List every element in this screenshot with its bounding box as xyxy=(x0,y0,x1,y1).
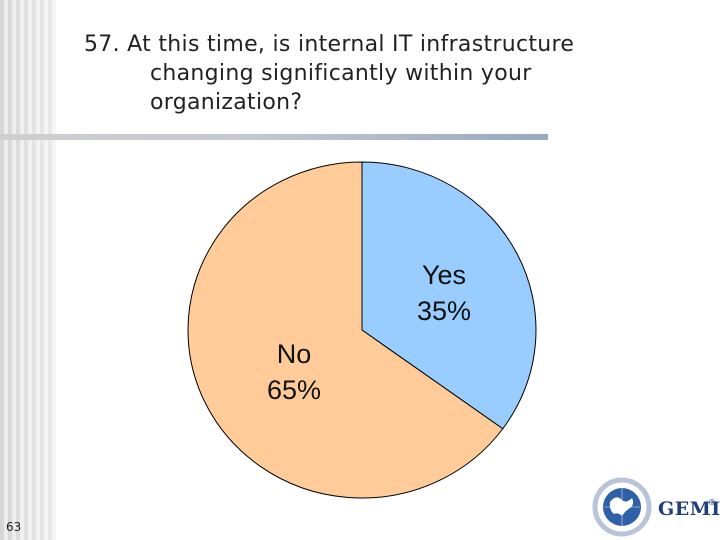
title-line-2: changing significantly within your xyxy=(150,61,532,86)
gemi-logo: GEMI ® xyxy=(588,474,720,540)
decorative-stripe-band xyxy=(0,0,56,540)
pie-slice-no xyxy=(187,161,504,499)
title-divider xyxy=(0,134,548,140)
slice-label-yes-percent: 35% xyxy=(417,296,471,326)
logo-text: GEMI xyxy=(658,498,720,520)
globe-icon xyxy=(592,477,652,537)
pie-slice-yes xyxy=(361,161,537,430)
slice-label-no-percent: 65% xyxy=(267,375,321,405)
registered-mark: ® xyxy=(708,498,716,507)
slide-title: 57. At this time, is internal IT infrast… xyxy=(84,30,684,117)
slice-label-no-name: No xyxy=(277,339,312,369)
page-number: 63 xyxy=(6,520,22,534)
title-line-3: organization? xyxy=(150,90,303,115)
title-line-1: 57. At this time, is internal IT infrast… xyxy=(84,32,575,57)
slice-label-yes-name: Yes xyxy=(422,260,466,290)
